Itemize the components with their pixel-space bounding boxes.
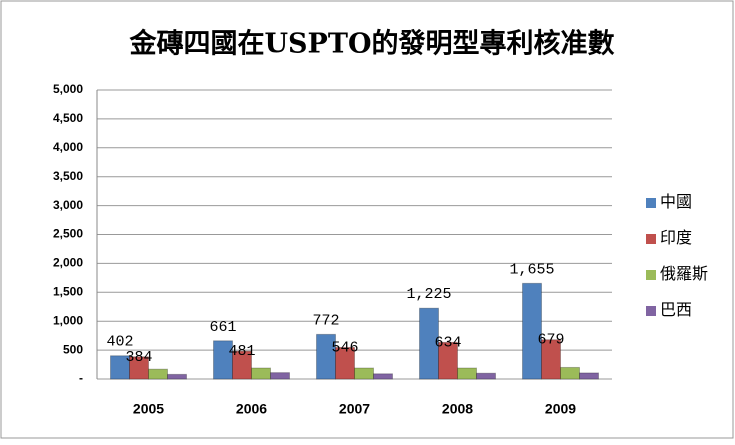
bar [148,368,168,380]
data-label: 679 [537,332,564,349]
bar [522,282,542,380]
y-tick-label: 3,000 [53,198,83,212]
legend-label: 中國 [660,193,692,211]
legend-swatch [646,270,656,280]
data-label: 546 [331,339,358,356]
x-tick-label: 2006 [236,401,267,417]
bar [476,372,496,380]
data-label: 384 [125,349,152,366]
y-tick-label: 1,000 [53,313,83,327]
bar [457,367,477,380]
legend-label: 印度 [660,229,692,247]
y-tick-label: 2,000 [53,256,83,270]
legend-swatch [646,198,656,208]
chart-title: 金磚四國在USPTO的發明型專利核准數 [129,28,615,60]
legend-swatch [646,234,656,244]
bar [560,366,580,380]
bar [373,373,393,380]
bar [541,339,561,380]
bar [270,372,290,380]
x-tick-label: 2005 [133,401,164,417]
bar [251,367,271,380]
bar [129,356,149,380]
legend-label: 俄羅斯 [660,265,708,283]
y-tick-label: 4,000 [53,140,83,154]
data-label: 1,225 [406,286,451,303]
bar [335,346,355,380]
y-tick-label: 5,000 [53,82,83,96]
bar [579,372,599,380]
data-label: 772 [312,312,339,329]
legend-swatch [646,306,656,316]
y-tick-label: 4,500 [53,111,83,125]
y-tick-label: 2,500 [53,227,83,241]
y-tick-label: 3,500 [53,169,83,183]
bar [438,341,458,380]
x-tick-label: 2007 [339,401,370,417]
y-tick-label: - [79,371,83,385]
data-label: 634 [434,334,461,351]
legend-label: 巴西 [660,302,692,319]
bar [354,367,374,380]
data-label: 661 [209,319,236,336]
data-label: 481 [228,343,255,360]
x-tick-label: 2008 [442,401,473,417]
bar [232,350,252,380]
y-tick-label: 500 [63,342,83,356]
data-label: 1,655 [509,261,554,278]
y-tick-label: 1,500 [53,284,83,298]
x-tick-label: 2009 [545,401,576,417]
bar [167,373,187,380]
data-label: 402 [106,334,133,351]
